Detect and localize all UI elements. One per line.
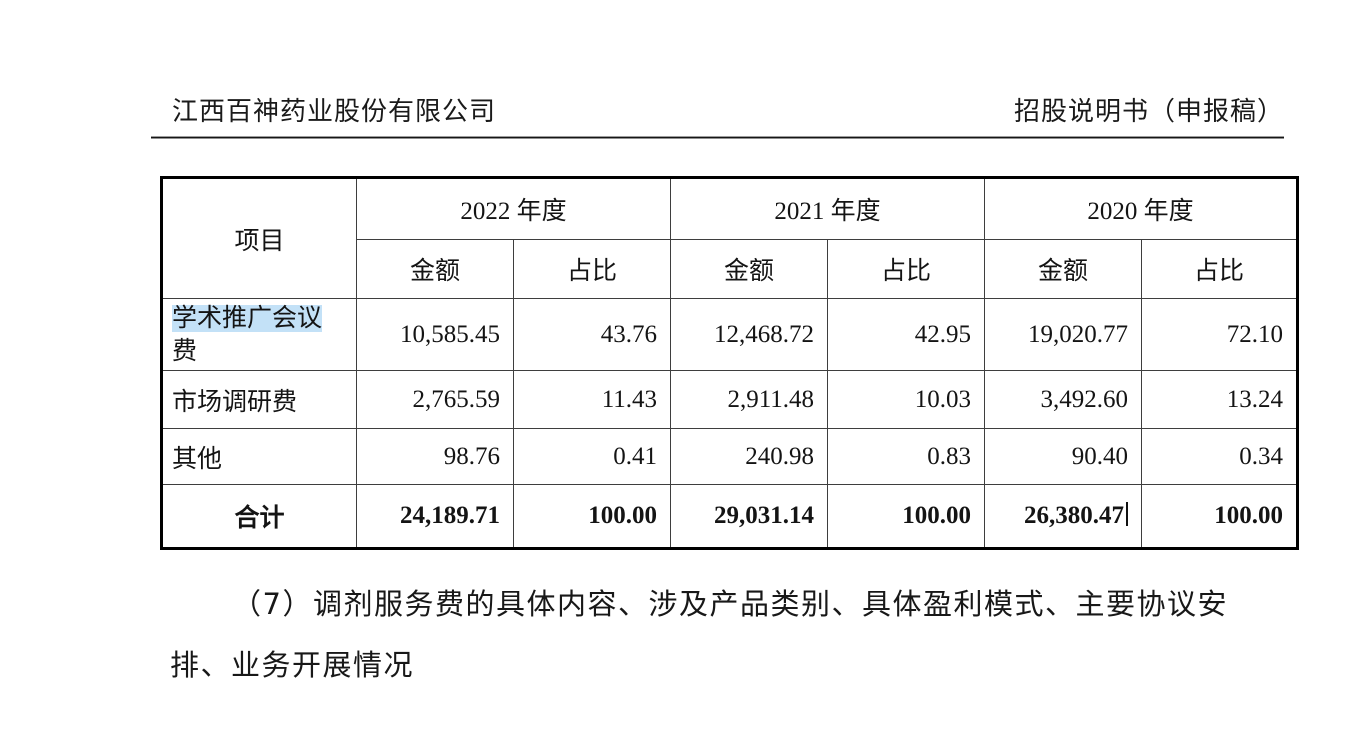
page-header: 江西百神药业股份有限公司 招股说明书（申报稿）: [160, 97, 1296, 127]
year-header-2020: 2020 年度: [984, 177, 1299, 240]
amount-cell: 26,380.47: [984, 484, 1143, 549]
amount-header-2020: 金额: [984, 239, 1143, 299]
table-row: 其他 98.76 0.41 240.98 0.83 90.40 0.34: [161, 428, 1299, 485]
ratio-cell: 13.24: [1141, 370, 1299, 429]
selected-text: 学术推广会议: [172, 304, 323, 332]
ratio-cell: 100.00: [827, 484, 986, 549]
ratio-cell: 0.41: [512, 428, 672, 485]
amount-cell: 2,911.48: [670, 370, 829, 429]
year-header-2022: 2022 年度: [355, 177, 672, 240]
ratio-cell: 0.34: [1141, 428, 1299, 485]
ratio-cell: 100.00: [1141, 484, 1299, 549]
header-rule: [151, 136, 1284, 139]
ratio-header-2022: 占比: [512, 239, 672, 299]
ratio-cell: 42.95: [827, 298, 986, 371]
amount-cell: 98.76: [356, 428, 514, 485]
body-paragraph: （7）调剂服务费的具体内容、涉及产品类别、具体盈利模式、主要协议安 排、业务开展…: [170, 574, 1296, 696]
table-row: 市场调研费 2,765.59 11.43 2,911.48 10.03 3,49…: [161, 370, 1299, 429]
amount-header-2021: 金额: [670, 239, 829, 299]
paragraph-line: （7）调剂服务费的具体内容、涉及产品类别、具体盈利模式、主要协议安: [232, 587, 1228, 621]
row-label-line2: 费: [172, 337, 198, 365]
amount-cell: 3,492.60: [984, 370, 1143, 429]
year-header-row: 项目 2022 年度 2021 年度 2020 年度: [161, 177, 1299, 299]
row-label: 其他: [161, 428, 357, 485]
row-label: 学术推广会议 费: [161, 298, 357, 371]
amount-cell: 240.98: [670, 428, 829, 485]
total-amount-2020: 26,380.47: [1024, 502, 1125, 529]
amount-header-2022: 金额: [356, 239, 514, 299]
ratio-cell: 11.43: [512, 370, 672, 429]
total-row: 合计 24,189.71 100.00 29,031.14 100.00 26,…: [161, 484, 1299, 549]
amount-cell: 24,189.71: [356, 484, 514, 549]
text-cursor: [1126, 502, 1129, 526]
doc-title: 招股说明书（申报稿）: [1013, 97, 1284, 126]
amount-cell: 12,468.72: [670, 298, 829, 371]
ratio-header-2020: 占比: [1141, 239, 1299, 299]
paragraph-line: 排、业务开展情况: [170, 648, 415, 682]
table-row: 学术推广会议 费 10,585.45 43.76 12,468.72 42.95…: [161, 298, 1299, 371]
col-header-item: 项目: [161, 177, 357, 299]
ratio-cell: 72.10: [1141, 298, 1299, 371]
amount-cell: 2,765.59: [356, 370, 514, 429]
ratio-header-2021: 占比: [827, 239, 986, 299]
amount-cell: 10,585.45: [356, 298, 514, 371]
ratio-cell: 0.83: [827, 428, 986, 485]
ratio-cell: 43.76: [512, 298, 672, 371]
total-label: 合计: [161, 484, 357, 549]
amount-cell: 90.40: [984, 428, 1143, 485]
ratio-cell: 10.03: [827, 370, 986, 429]
year-header-2021: 2021 年度: [670, 177, 986, 240]
document-page: 江西百神药业股份有限公司 招股说明书（申报稿） 项目 2022 年度 2021 …: [151, 0, 1300, 696]
ratio-cell: 100.00: [512, 484, 672, 549]
amount-cell: 29,031.14: [670, 484, 829, 549]
row-label: 市场调研费: [161, 370, 357, 429]
expense-table: 项目 2022 年度 2021 年度 2020 年度 金额 占比 金额 占比 金…: [160, 176, 1300, 550]
amount-cell: 19,020.77: [984, 298, 1143, 371]
company-name: 江西百神药业股份有限公司: [172, 97, 497, 126]
